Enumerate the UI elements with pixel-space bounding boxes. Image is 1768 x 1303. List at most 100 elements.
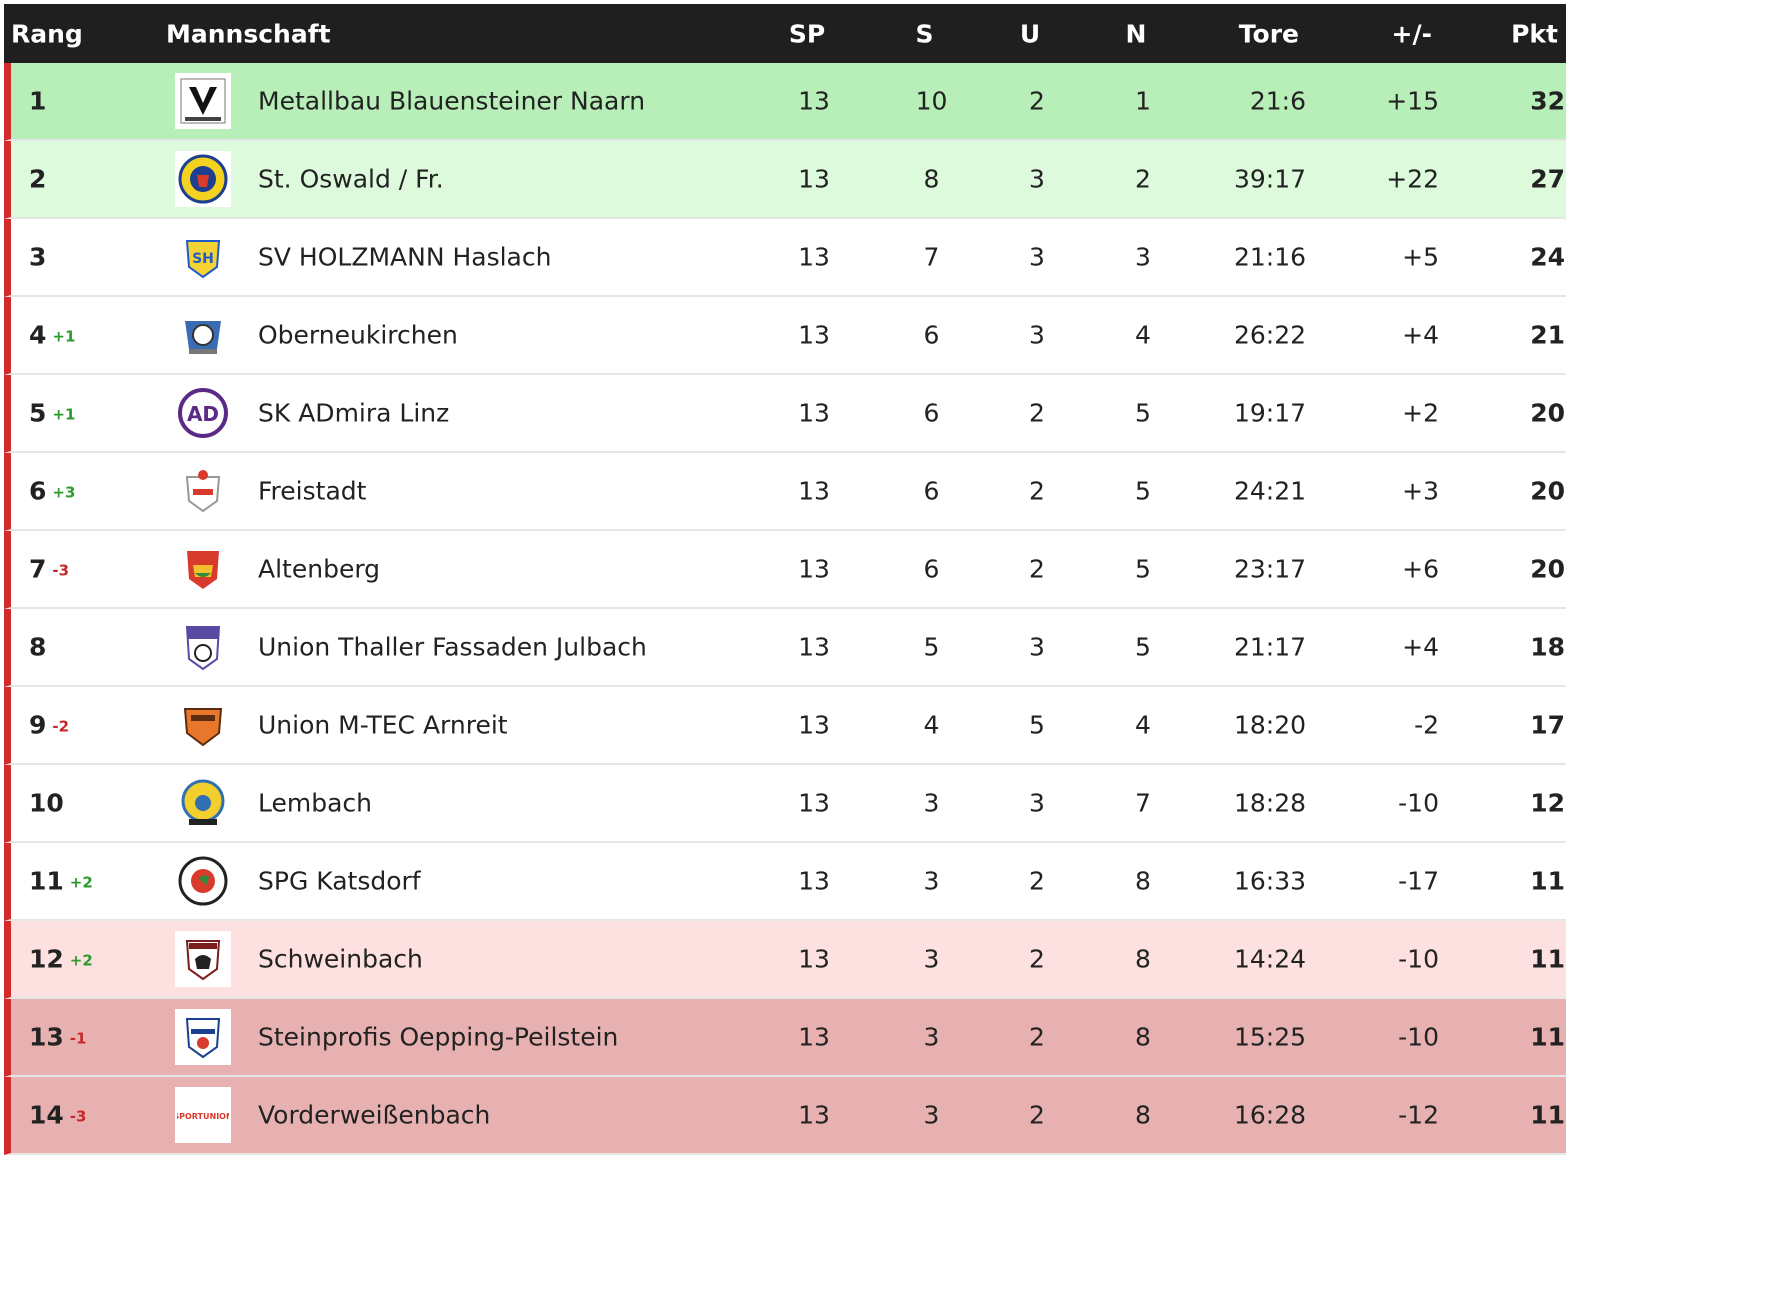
team-name[interactable]: SK ADmira Linz xyxy=(258,398,450,428)
rank-cell: 5 +1 xyxy=(29,399,75,428)
table-row[interactable]: 4 +1 Oberneukirchen 13 6 3 4 26:22 +4 21 xyxy=(4,297,1566,375)
table-row[interactable]: 11 +2 SPG Katsdorf 13 3 2 8 16:33 -17 11 xyxy=(4,843,1566,921)
rank-cell: 10 xyxy=(29,789,70,818)
rank-trend: +3 xyxy=(52,483,76,502)
team-logo[interactable] xyxy=(175,931,231,987)
table-row[interactable]: 3 SH SV HOLZMANN Haslach 13 7 3 3 21:16 … xyxy=(4,219,1566,297)
rank-cell: 8 xyxy=(29,633,52,662)
header-u[interactable]: U xyxy=(1019,19,1041,48)
team-name[interactable]: Schweinbach xyxy=(258,944,423,974)
header-tore[interactable]: Tore xyxy=(1238,19,1299,48)
wins: 3 xyxy=(923,944,940,974)
team-name[interactable]: SV HOLZMANN Haslach xyxy=(258,242,552,272)
naarn-crest-icon xyxy=(180,78,226,124)
goal-difference: +4 xyxy=(1402,632,1439,662)
team-logo[interactable] xyxy=(175,619,231,675)
rank-cell: 1 xyxy=(29,87,52,116)
team-logo[interactable] xyxy=(175,463,231,519)
rank-cell: 6 +3 xyxy=(29,477,75,506)
rank-number: 10 xyxy=(29,788,64,818)
table-row[interactable]: 9 -2 Union M-TEC Arnreit 13 4 5 4 18:20 -… xyxy=(4,687,1566,765)
team-name[interactable]: Freistadt xyxy=(258,476,367,506)
header-sp[interactable]: SP xyxy=(788,19,826,48)
header-n[interactable]: N xyxy=(1125,19,1147,48)
header-diff[interactable]: +/- xyxy=(1391,19,1432,48)
table-row[interactable]: 13 -1 Steinprofis Oepping-Peilstein 13 3 … xyxy=(4,999,1566,1077)
header-rang[interactable]: Rang xyxy=(11,19,83,48)
rank-trend: -3 xyxy=(52,561,70,580)
team-logo[interactable]: SH xyxy=(175,229,231,285)
team-logo[interactable] xyxy=(175,541,231,597)
goal-difference: -10 xyxy=(1398,1022,1439,1052)
team-logo[interactable] xyxy=(175,1009,231,1065)
table-row[interactable]: 6 +3 Freistadt 13 6 2 5 24:21 +3 20 xyxy=(4,453,1566,531)
games-played: 13 xyxy=(798,866,830,896)
vorderweissenbach-crest-icon: SPORTUNION xyxy=(177,1107,229,1123)
table-row[interactable]: 5 +1 AD SK ADmira Linz 13 6 2 5 19:17 +2 … xyxy=(4,375,1566,453)
rank-number: 5 xyxy=(29,398,47,428)
team-name[interactable]: St. Oswald / Fr. xyxy=(258,164,444,194)
team-name[interactable]: Lembach xyxy=(258,788,373,818)
losses: 5 xyxy=(1135,632,1151,662)
team-logo[interactable] xyxy=(175,73,231,129)
oepping-crest-icon xyxy=(185,1018,221,1059)
goal-difference: +4 xyxy=(1402,320,1439,350)
team-name[interactable]: Oberneukirchen xyxy=(258,320,458,350)
table-row[interactable]: 7 -3 Altenberg 13 6 2 5 23:17 +6 20 xyxy=(4,531,1566,609)
header-team[interactable]: Mannschaft xyxy=(166,19,331,48)
table-row[interactable]: 10 Lembach 13 3 3 7 18:28 -10 12 xyxy=(4,765,1566,843)
table-row[interactable]: 12 +2 Schweinbach 13 3 2 8 14:24 -10 11 xyxy=(4,921,1566,999)
team-logo[interactable] xyxy=(175,697,231,753)
goal-difference: -12 xyxy=(1398,1100,1439,1130)
wins: 6 xyxy=(923,554,940,584)
games-played: 13 xyxy=(798,1022,830,1052)
table-row[interactable]: 8 Union Thaller Fassaden Julbach 13 5 3 … xyxy=(4,609,1566,687)
draws: 2 xyxy=(1029,944,1045,974)
altenberg-crest-icon xyxy=(187,551,219,589)
rank-number: 6 xyxy=(29,476,47,506)
wins: 3 xyxy=(923,788,940,818)
draws: 3 xyxy=(1029,632,1045,662)
table-row[interactable]: 14-3 SPORTUNION Vorderweißenbach 13 3 2 … xyxy=(4,1077,1566,1155)
rank-cell: 3 xyxy=(29,243,52,272)
team-logo[interactable] xyxy=(175,151,231,207)
goals: 26:22 xyxy=(1233,320,1306,350)
wins: 10 xyxy=(915,86,948,116)
goal-difference: +3 xyxy=(1402,476,1439,506)
points: 18 xyxy=(1530,632,1565,662)
table-row[interactable]: 1 Metallbau Blauensteiner Naarn 13 10 2 … xyxy=(4,63,1566,141)
freistadt-crest-icon xyxy=(185,470,221,513)
team-name[interactable]: Vorderweißenbach xyxy=(258,1100,491,1130)
header-pkt[interactable]: Pkt xyxy=(1511,19,1558,48)
header-s[interactable]: S xyxy=(915,19,934,48)
wins: 5 xyxy=(923,632,940,662)
points: 11 xyxy=(1530,944,1565,974)
rank-number: 7 xyxy=(29,554,47,584)
arnreit-crest-icon xyxy=(183,708,223,747)
schweinbach-crest-icon xyxy=(185,940,221,981)
draws: 2 xyxy=(1029,1022,1045,1052)
team-logo[interactable] xyxy=(175,853,231,909)
svg-text:AD: AD xyxy=(187,402,219,426)
games-played: 13 xyxy=(798,944,830,974)
games-played: 13 xyxy=(798,398,830,428)
table-row[interactable]: 2 St. Oswald / Fr. 13 8 3 2 39:17 +22 27 xyxy=(4,141,1566,219)
team-name[interactable]: Metallbau Blauensteiner Naarn xyxy=(258,86,646,116)
admira-crest-icon: AD xyxy=(178,388,228,438)
points: 32 xyxy=(1530,86,1565,116)
team-name[interactable]: SPG Katsdorf xyxy=(258,866,421,896)
losses: 1 xyxy=(1135,86,1151,116)
team-name[interactable]: Altenberg xyxy=(258,554,381,584)
team-name[interactable]: Union Thaller Fassaden Julbach xyxy=(258,632,647,662)
rank-number: 4 xyxy=(29,320,47,350)
points: 11 xyxy=(1530,1100,1565,1130)
team-logo[interactable] xyxy=(175,775,231,831)
team-logo[interactable] xyxy=(175,307,231,363)
team-logo[interactable]: AD xyxy=(175,385,231,441)
goals: 16:33 xyxy=(1233,866,1306,896)
rank-trend: -2 xyxy=(52,717,70,736)
svg-text:SH: SH xyxy=(192,251,214,267)
team-name[interactable]: Union M-TEC Arnreit xyxy=(258,710,508,740)
team-name[interactable]: Steinprofis Oepping-Peilstein xyxy=(258,1022,619,1052)
team-logo[interactable]: SPORTUNION xyxy=(175,1087,231,1143)
